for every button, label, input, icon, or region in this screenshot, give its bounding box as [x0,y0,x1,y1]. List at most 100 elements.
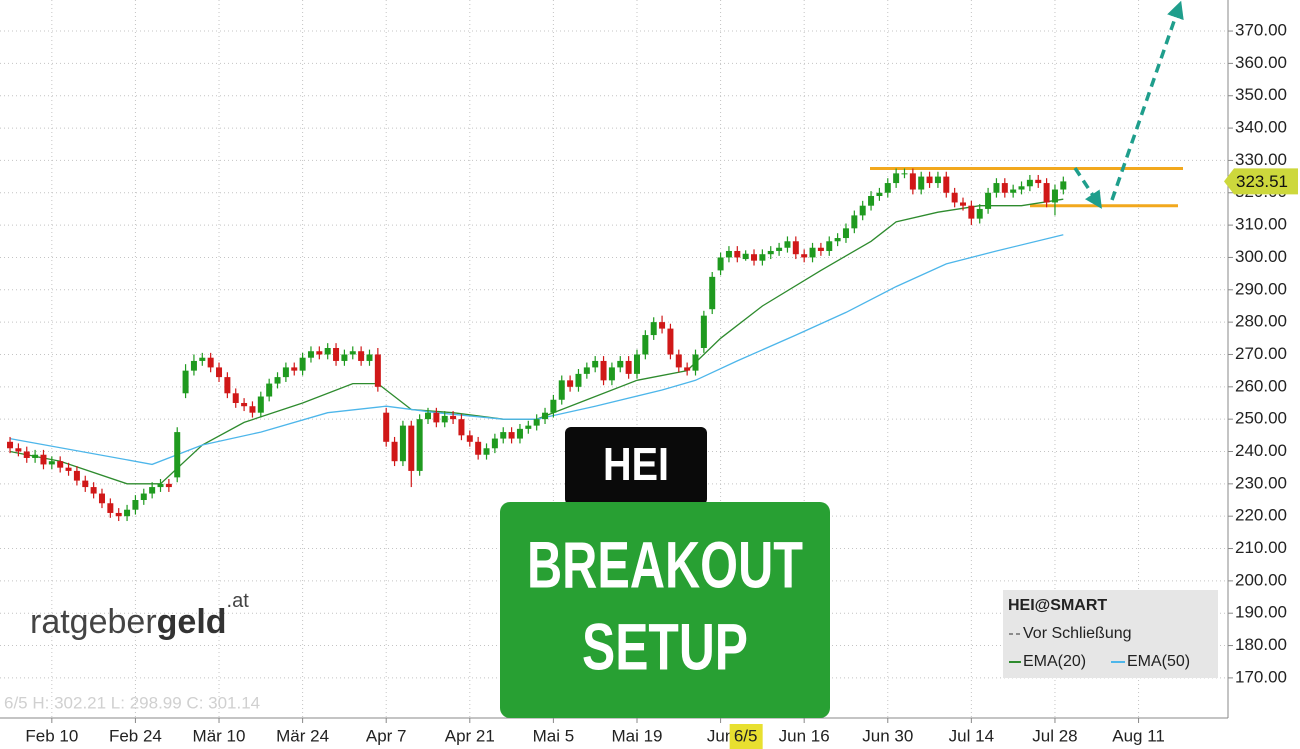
candle-body [140,493,147,501]
candle-body [500,432,507,439]
legend: HEI@SMART Vor Schließung EMA(20) EMA(50) [1003,590,1218,678]
candle-body [700,315,707,349]
candle-body [82,480,89,488]
headline-box [500,502,830,718]
candle-body [216,367,223,378]
y-tick-label: 230.00 [1235,473,1287,492]
x-tick-label: Feb 24 [109,726,162,745]
candle-body [324,348,331,355]
logo-bold: geld [157,603,227,641]
candle-body [475,441,482,455]
y-tick-label: 240.00 [1235,441,1287,460]
candle-body [1035,179,1042,184]
candle-body [767,250,774,255]
ema-line [9,198,1064,485]
logo-suffix: .at [227,590,250,612]
candle-body [157,483,164,488]
x-tick-label: Mär 24 [276,726,329,745]
y-tick-label: 200.00 [1235,570,1287,589]
y-tick-label: 180.00 [1235,635,1287,654]
candle-body [190,360,197,371]
candle-body [174,432,181,478]
candle-body [876,192,883,196]
candle-body [7,441,14,449]
candle-body [533,419,540,426]
candle-body [893,173,900,184]
candle-body [341,354,348,361]
candle-body [416,419,423,471]
candle-body [508,432,515,439]
y-tick-label: 310.00 [1235,215,1287,234]
candle-body [792,241,799,255]
candle-body [57,461,64,468]
candle-body [1001,183,1008,193]
legend-title: HEI@SMART [1008,597,1107,614]
candle-body [692,354,699,371]
candle-body [124,509,131,517]
candle-body [575,373,582,387]
candle-body [600,360,607,381]
candle-body [993,183,1000,193]
last-price-label: 323.51 [1236,172,1288,191]
ema-line [9,234,1064,466]
candle-body [466,435,473,442]
candle-body [759,254,766,261]
candle-body [684,367,691,371]
headline-line: SETUP [582,609,748,683]
candle-body [675,354,682,368]
y-tick-label: 170.00 [1235,667,1287,686]
y-tick-label: 370.00 [1235,21,1287,40]
candle-body [408,425,415,471]
candle-body [960,202,967,206]
candle-body [65,467,72,471]
candle-body [542,412,549,420]
candle-body [1043,183,1050,203]
candle-body [859,205,866,216]
candle-body [90,487,97,494]
candle-body [817,247,824,251]
logo: ratgebergeld.at [30,590,249,641]
candle-body [249,406,256,413]
candle-body [266,383,273,397]
candle-body [751,254,758,261]
candle-body [650,322,657,336]
logo-text: ratgebergeld.at [30,590,249,641]
candle-body [274,377,281,384]
candle-body [149,487,156,494]
candle-body [107,503,114,513]
candle-body [98,493,105,504]
arrow-pullback [1073,167,1102,209]
x-tick-label: Mär 10 [193,726,246,745]
candle-body [199,357,206,361]
y-tick-label: 250.00 [1235,409,1287,428]
candle-body [617,360,624,368]
candle-body [784,241,791,248]
candle-body [1060,181,1067,190]
legend-label: Vor Schließung [1023,625,1132,642]
y-tick-label: 190.00 [1235,603,1287,622]
candle-body [834,238,841,242]
legend-box [1003,590,1218,678]
ticker: HEI [603,438,669,490]
candle-body [976,208,983,219]
y-tick-label: 360.00 [1235,53,1287,72]
arrow-breakout [1110,0,1184,201]
candle-body [567,380,574,387]
candle-body [224,377,231,394]
candle-body [48,461,55,465]
candle-body [1026,179,1033,187]
candle-body [374,354,381,387]
candle-body [725,250,732,258]
candle-body [901,173,908,175]
candle-body [550,399,557,413]
candle-body [926,176,933,184]
candle-body [934,176,941,184]
candle-body [282,367,289,378]
y-tick-label: 210.00 [1235,538,1287,557]
x-tick-label: Jul 28 [1032,726,1077,745]
candle-body [165,483,172,488]
logo-main: ratgeber [30,603,157,641]
candle-body [207,357,214,368]
candle-body [516,428,523,439]
